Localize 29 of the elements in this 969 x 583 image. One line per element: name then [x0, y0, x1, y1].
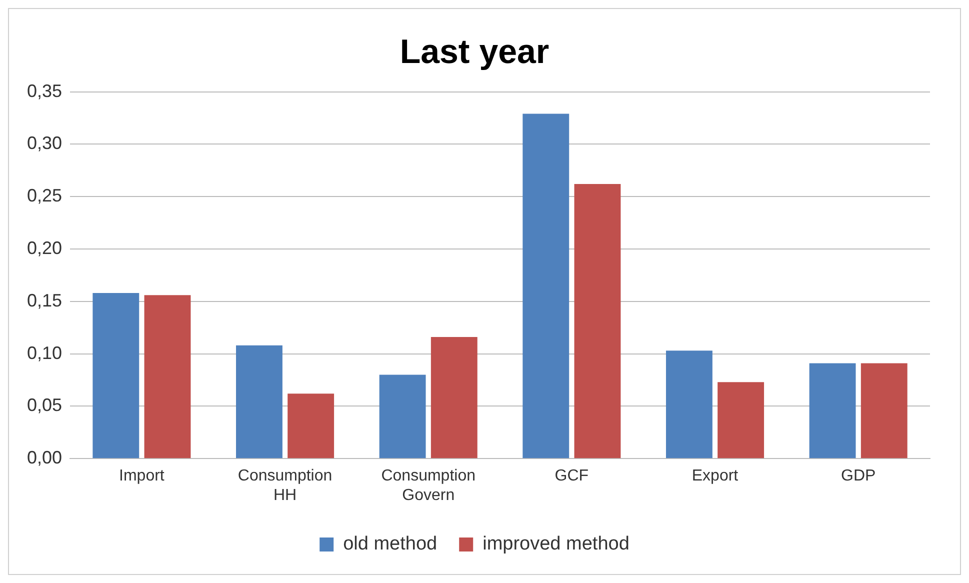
- bar: [144, 295, 191, 458]
- x-tick-label: Export: [692, 468, 739, 485]
- x-tick-label: Import: [119, 468, 165, 485]
- x-tick-label: Consumption HH: [238, 468, 332, 504]
- bar: [430, 337, 478, 458]
- y-tick-label: 0,10: [26, 342, 62, 363]
- chart-title: Last year: [400, 32, 550, 71]
- bar: [236, 345, 282, 458]
- y-tick-label: 0,20: [26, 238, 62, 258]
- legend-label: improved method: [482, 534, 630, 555]
- bar: [288, 394, 334, 458]
- x-tick-label: GDP: [841, 468, 876, 485]
- y-tick-label: 0,05: [26, 395, 62, 416]
- y-tick-label: 0,00: [26, 448, 62, 468]
- legend-label: old method: [343, 534, 438, 555]
- y-tick-label: 0,15: [26, 290, 62, 310]
- bar: [92, 293, 140, 458]
- x-tick-label: GCF: [554, 468, 589, 485]
- bar: [379, 374, 426, 458]
- y-tick-label: 0,35: [26, 80, 62, 101]
- y-tick-label: 0,25: [26, 186, 62, 206]
- bar: [860, 363, 908, 458]
- bar: [666, 350, 712, 458]
- x-tick-label: Consumption Govern: [381, 468, 476, 504]
- bar: [574, 184, 621, 458]
- bar: [809, 363, 856, 458]
- y-tick-label: 0,30: [26, 133, 62, 154]
- bar: [522, 114, 570, 458]
- bar: [718, 382, 764, 458]
